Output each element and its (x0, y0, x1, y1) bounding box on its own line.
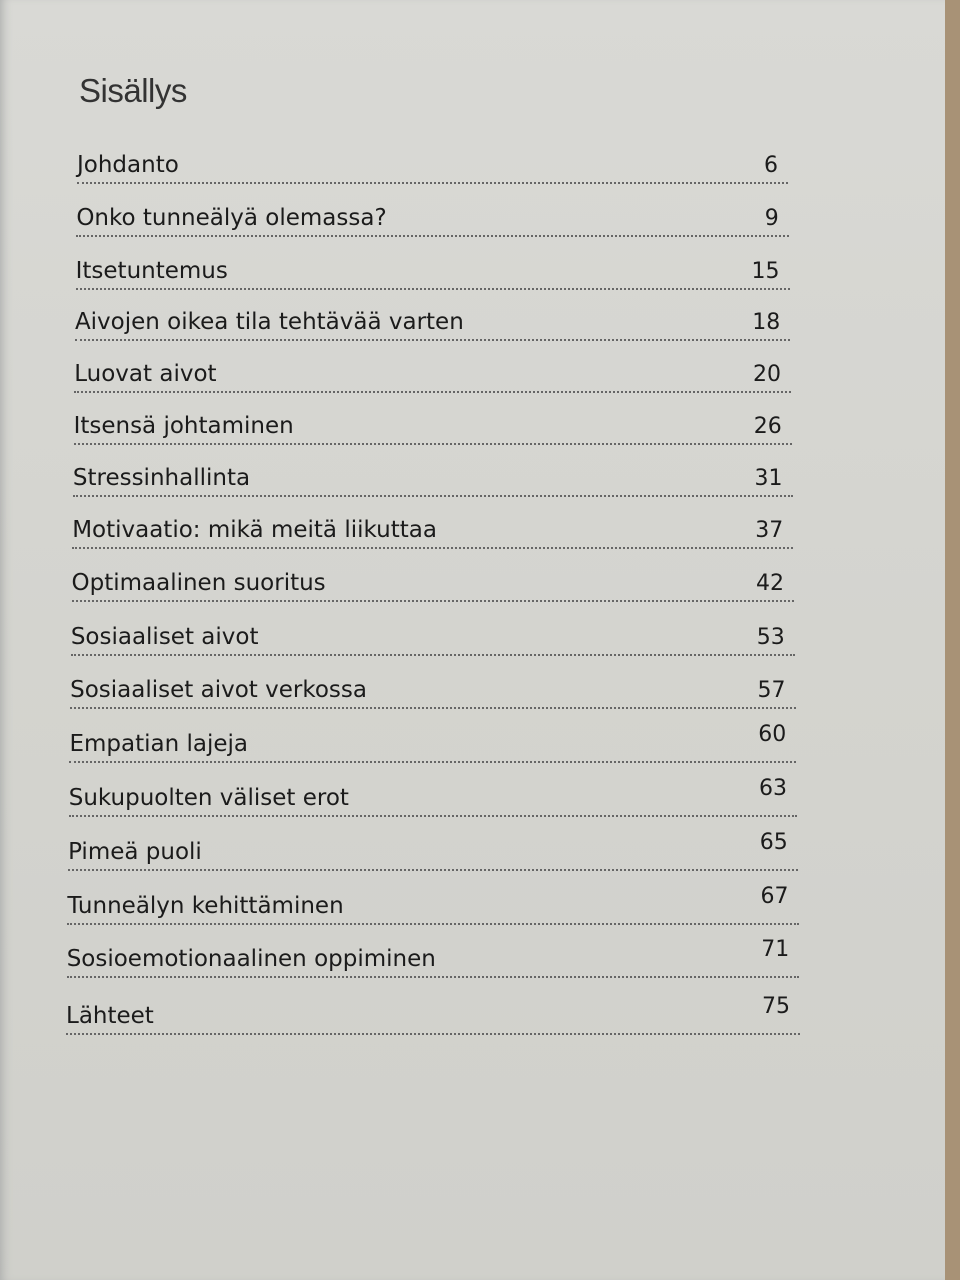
toc-entry-page: 53 (756, 625, 785, 650)
toc-entry-page: 71 (761, 937, 790, 962)
toc-entry: Optimaalinen suoritus 42 (71, 568, 794, 602)
toc-entry-title: Optimaalinen suoritus (71, 570, 326, 596)
dotted-leader (69, 761, 797, 763)
toc-entry-title: Tunneälyn kehittäminen (67, 893, 344, 919)
toc-entry: Aivojen oikea tila tehtävää varten 18 (74, 307, 791, 341)
toc-entry: Luovat aivot 20 (74, 359, 791, 393)
toc-entry-title: Sosiaaliset aivot verkossa (70, 677, 367, 703)
toc-entry-title: Itsensä johtaminen (73, 413, 294, 439)
toc-entry-page: 37 (755, 518, 784, 543)
toc-entry-page: 26 (753, 414, 782, 439)
dotted-leader (76, 235, 789, 237)
toc-entry-page: 60 (758, 722, 787, 747)
dotted-leader (72, 547, 794, 549)
dotted-leader (70, 707, 796, 709)
toc-entry-title: Pimeä puoli (68, 839, 202, 865)
dotted-leader (68, 815, 797, 817)
dotted-leader (74, 339, 791, 341)
toc-entry: Motivaatio: mikä meitä liikuttaa 37 (72, 515, 794, 549)
dotted-leader (66, 1033, 800, 1035)
toc-entry-title: Lähteet (66, 1003, 154, 1029)
dotted-leader (68, 869, 798, 871)
toc-entry-title: Stressinhallinta (72, 465, 251, 491)
toc-entry-title: Empatian lajeja (69, 731, 248, 757)
toc-entry-page: 57 (757, 678, 786, 703)
toc-entry: Sukupuolten väliset erot 63 (68, 776, 797, 817)
toc-entry-title: Luovat aivot (74, 361, 217, 387)
toc-entry-page: 65 (759, 830, 788, 855)
toc-entry-title: Sosioemotionaalinen oppiminen (66, 946, 436, 972)
toc-entry-page: 75 (762, 994, 790, 1019)
dotted-leader (67, 923, 799, 925)
page-title: Sisällys (79, 72, 187, 109)
toc-entry-page: 42 (756, 571, 784, 596)
dotted-leader (77, 182, 788, 184)
dotted-leader (70, 654, 795, 656)
toc-entry-title: Sosiaaliset aivot (70, 624, 259, 650)
toc-entry-page: 67 (760, 884, 789, 909)
toc-entry-page: 63 (759, 776, 787, 801)
toc-entry: Johdanto 6 (77, 150, 788, 184)
toc-entry-title: Johdanto (77, 152, 179, 178)
toc-entry: Tunneälyn kehittäminen 67 (67, 884, 799, 925)
toc-entry-title: Aivojen oikea tila tehtävää varten (74, 309, 464, 335)
toc-entry-page: 31 (754, 466, 783, 491)
toc-entry-title: Onko tunneälyä olemassa? (76, 205, 387, 231)
toc-entry: Stressinhallinta 31 (72, 463, 793, 497)
toc-entry-page: 18 (752, 310, 781, 335)
toc-entry: Itsetuntemus 15 (75, 256, 790, 290)
toc-entry-page: 20 (753, 362, 781, 387)
toc-entry: Onko tunneälyä olemassa? 9 (76, 203, 789, 237)
toc-entry: Sosiaaliset aivot verkossa 57 (70, 675, 796, 709)
toc-entry: Lähteet 75 (66, 994, 800, 1035)
toc-entry-title: Motivaatio: mikä meitä liikuttaa (72, 517, 437, 543)
dotted-leader (73, 443, 792, 445)
toc-entry: Sosiaaliset aivot 53 (70, 622, 795, 656)
dotted-leader (71, 600, 794, 602)
toc-entry: Sosioemotionaalinen oppiminen 71 (66, 937, 800, 978)
toc-entry-title: Itsetuntemus (75, 258, 228, 284)
toc-entry-title: Sukupuolten väliset erot (68, 785, 349, 811)
toc-entry-page: 9 (764, 206, 779, 231)
dotted-leader (75, 288, 790, 290)
toc-entry: Itsensä johtaminen 26 (73, 411, 792, 445)
dotted-leader (74, 391, 791, 393)
toc-entry-page: 6 (764, 153, 778, 178)
dotted-leader (66, 976, 800, 978)
toc-entry: Pimeä puoli 65 (68, 830, 798, 871)
toc-entry-page: 15 (751, 259, 780, 284)
toc-entry: Empatian lajeja 60 (69, 722, 797, 763)
dotted-leader (72, 495, 793, 497)
